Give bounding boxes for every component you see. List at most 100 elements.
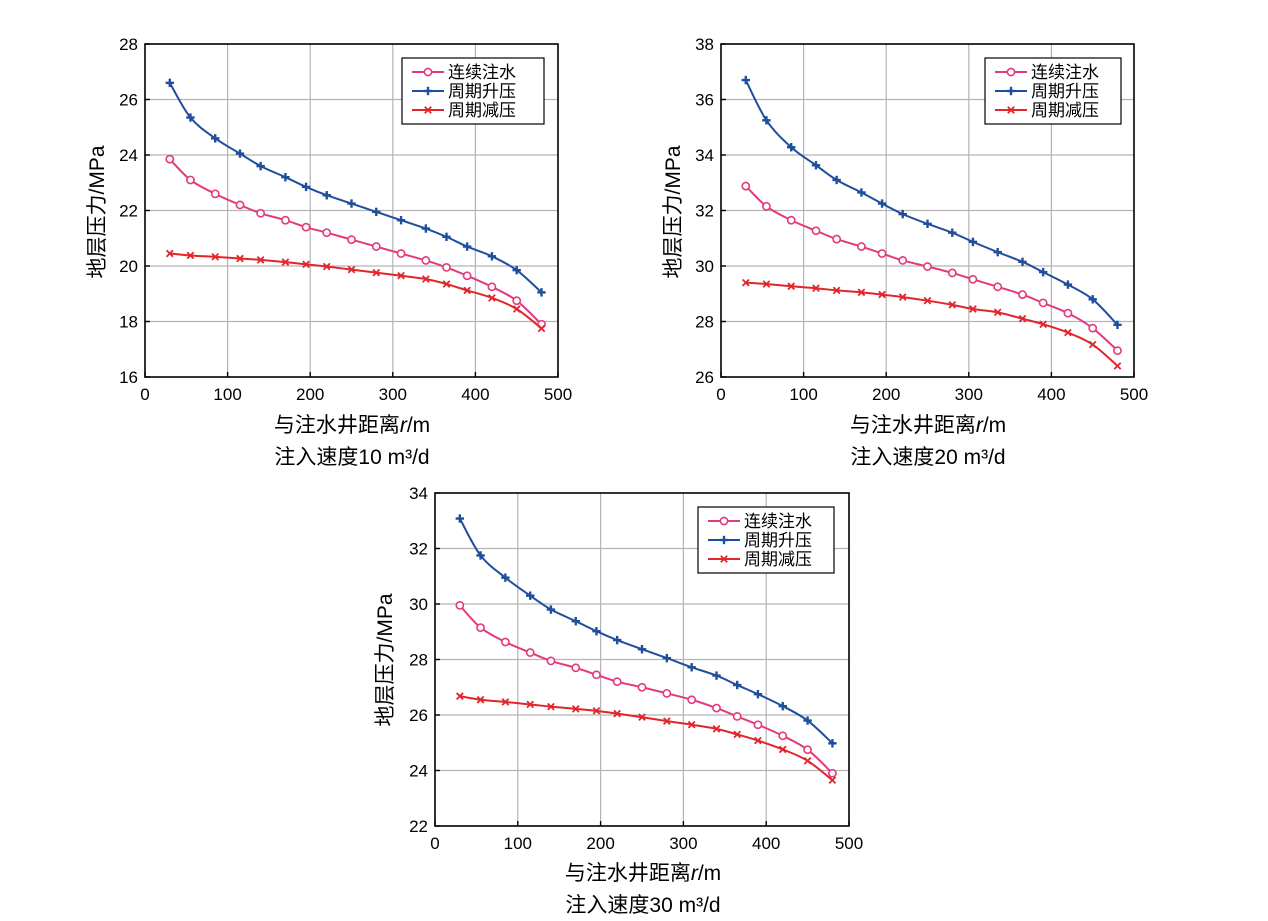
data-point — [1113, 320, 1122, 330]
data-point — [1039, 320, 1047, 329]
data-point — [1088, 295, 1097, 304]
data-point — [211, 134, 220, 143]
y-tick-label: 28 — [409, 651, 428, 670]
data-point — [322, 228, 332, 238]
data-point — [462, 271, 472, 281]
axes: 0 100 200 300 400 500 26 28 30 32 34 36 38 — [695, 35, 1148, 404]
marker-stroke — [663, 717, 671, 725]
x-tick-label: 500 — [1120, 385, 1148, 404]
y-tick-label: 30 — [695, 257, 714, 276]
data-point — [463, 286, 471, 295]
data-point — [396, 249, 406, 258]
data-point — [301, 182, 311, 192]
data-point — [857, 188, 866, 197]
data-point — [778, 731, 788, 741]
data-point — [719, 535, 729, 545]
data-point — [741, 75, 750, 85]
data-point — [1018, 290, 1027, 299]
marker-stroke — [488, 294, 496, 302]
data-point — [828, 739, 837, 748]
data-point — [281, 258, 290, 266]
marker-stroke — [236, 254, 244, 263]
x-tick-label: 400 — [752, 834, 780, 853]
y-axis-title: 地层压力/MPa — [374, 593, 397, 726]
legend-label: 连续注水 — [744, 512, 812, 531]
data-point — [733, 730, 742, 739]
data-point — [1113, 346, 1122, 356]
data-point — [812, 284, 820, 293]
marker-stroke — [712, 725, 721, 733]
marker-stroke — [828, 776, 837, 785]
data-point — [712, 703, 721, 713]
data-point — [637, 645, 647, 654]
data-point — [778, 745, 787, 754]
marker-stroke — [754, 736, 762, 745]
marker-stroke — [898, 293, 907, 301]
data-point — [753, 720, 763, 730]
data-point — [947, 268, 957, 278]
chart-panel-10: 地层压力/MPa 与注水井距离r/m 注入速度10 m³/d 0 100 200 30… — [0, 0, 600, 470]
data-point — [476, 695, 485, 704]
data-point — [525, 648, 535, 657]
x-tick-label: 500 — [835, 834, 863, 853]
data-point — [256, 208, 266, 218]
marker-stroke — [322, 262, 331, 271]
y-tick-label: 22 — [119, 202, 138, 221]
data-point — [787, 143, 796, 152]
data-point — [993, 308, 1002, 317]
axes: 0 100 200 300 400 500 16 18 20 22 24 26 28 — [119, 35, 572, 404]
data-point — [442, 280, 451, 288]
data-point — [948, 228, 957, 237]
data-point — [612, 635, 622, 645]
y-tick-label: 18 — [119, 313, 138, 332]
data-point — [537, 288, 546, 297]
y-tick-label: 26 — [695, 368, 714, 387]
x-axis-title: 与注水井距离r/m — [850, 414, 1006, 437]
data-point — [455, 514, 465, 523]
data-point — [547, 702, 555, 711]
marker-stroke — [571, 705, 580, 713]
legend-label: 连续注水 — [1031, 63, 1099, 82]
data-point — [211, 253, 220, 261]
y-tick-label: 28 — [119, 35, 138, 54]
data-point — [422, 275, 430, 283]
data-point — [1006, 67, 1016, 77]
y-tick-label: 26 — [409, 706, 428, 725]
marker-stroke — [1039, 320, 1047, 329]
series-cyclic_up — [741, 75, 1122, 330]
data-point — [637, 682, 647, 692]
marker-stroke — [456, 692, 464, 700]
marker-stroke — [687, 720, 696, 729]
marker-stroke — [537, 324, 546, 333]
x-tick-label: 400 — [1037, 385, 1065, 404]
chart-subtitle: 注入速度20 m³/d — [850, 446, 1005, 469]
data-point — [1063, 308, 1073, 318]
data-point — [662, 688, 672, 698]
data-point — [165, 78, 174, 88]
data-point — [396, 216, 406, 225]
marker-stroke — [1064, 328, 1072, 337]
marker-stroke — [526, 700, 535, 709]
data-point — [281, 215, 290, 225]
axes: 0 100 200 300 400 500 22 24 26 28 30 32 34 — [409, 484, 863, 853]
data-point — [476, 623, 485, 632]
chart-subtitle: 注入速度10 m³/d — [274, 446, 429, 469]
marker-stroke — [812, 284, 820, 293]
marker-stroke — [592, 707, 601, 715]
data-point — [1018, 257, 1027, 267]
data-point — [803, 745, 812, 755]
legend-label: 周期减压 — [1031, 101, 1099, 120]
marker-stroke — [476, 695, 485, 704]
data-point — [803, 756, 812, 765]
data-point — [638, 713, 646, 722]
data-point — [613, 709, 621, 718]
data-point — [347, 265, 356, 274]
data-point — [898, 256, 908, 265]
data-point — [442, 232, 451, 242]
series-cyclic_up — [455, 514, 837, 748]
data-point — [526, 591, 535, 600]
x-tick-label: 300 — [379, 385, 407, 404]
chart-panel-30: 地层压力/MPa 与注水井距离r/m 注入速度30 m³/d 0 100 200 30… — [374, 484, 863, 917]
y-tick-label: 22 — [409, 817, 428, 836]
y-tick-label: 24 — [119, 146, 138, 165]
